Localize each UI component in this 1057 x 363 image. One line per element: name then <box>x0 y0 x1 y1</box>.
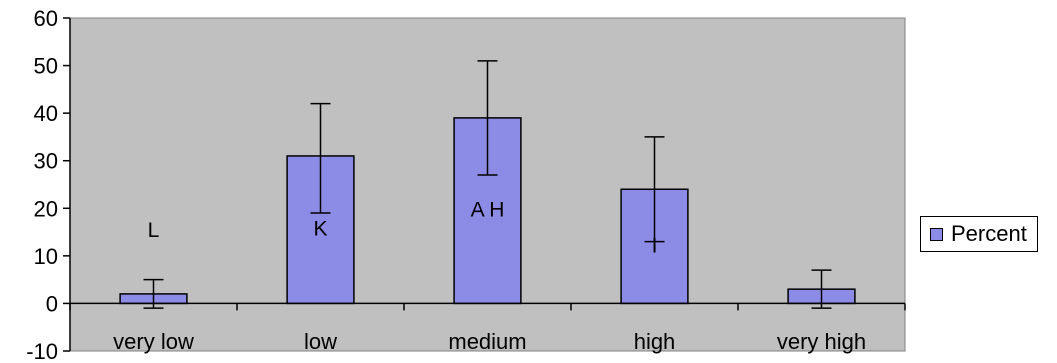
y-tick-label: 40 <box>34 101 58 126</box>
bar-annotation: A H <box>471 199 505 222</box>
x-category-label: high <box>634 329 676 354</box>
y-tick-label: 30 <box>34 149 58 174</box>
x-axis: very low low medium high very high <box>69 302 906 354</box>
y-tick-label: 50 <box>34 54 58 79</box>
x-category-label: very high <box>777 329 866 354</box>
legend: Percent <box>920 216 1038 252</box>
bar-annotation: K <box>313 218 327 241</box>
x-category-label: medium <box>448 329 526 354</box>
y-tick-label: 10 <box>34 244 58 269</box>
y-tick-label: -10 <box>26 339 58 363</box>
legend-label-percent: Percent <box>951 221 1027 246</box>
bars: L K A H I <box>119 60 856 309</box>
y-tick-label: 60 <box>34 6 58 31</box>
y-tick-label: 0 <box>46 291 58 316</box>
legend-swatch <box>930 227 943 241</box>
y-axis: -10 0 10 20 30 40 50 60 <box>26 6 71 363</box>
x-category-label: low <box>304 329 337 354</box>
y-tick-label: 20 <box>34 196 58 221</box>
bar-annotation: I <box>652 234 658 257</box>
x-category-label: very low <box>113 329 194 354</box>
bar-annotation: L <box>148 219 160 242</box>
